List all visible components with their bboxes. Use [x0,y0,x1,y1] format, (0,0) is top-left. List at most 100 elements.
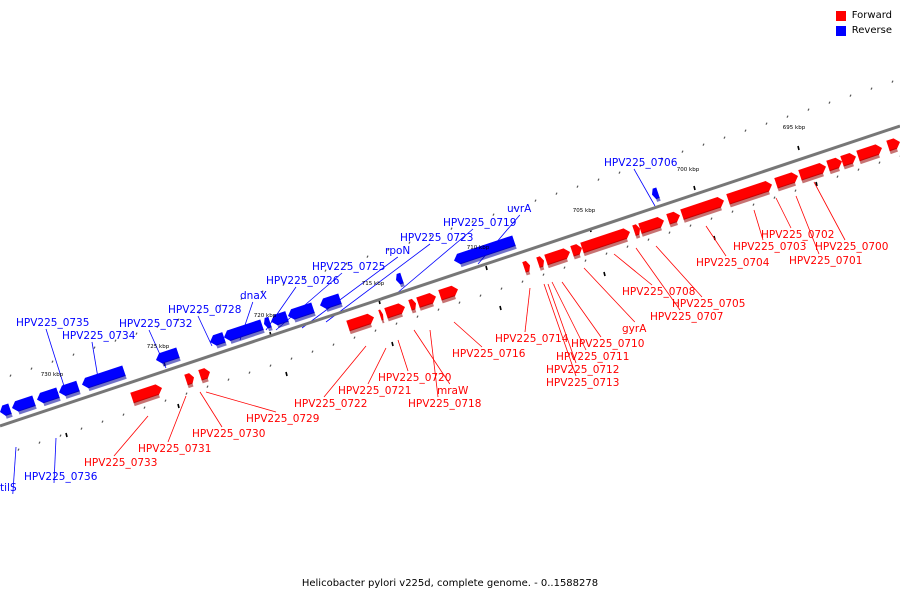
minor-tick [626,245,629,248]
minor-tick [143,406,146,409]
forward-leader-line [323,345,367,398]
forward-gene [378,309,385,324]
reverse-label-hpv225-0706: HPV225_0706 [604,157,678,169]
minor-tick [429,234,432,237]
minor-tick [93,346,96,349]
reverse-leader-line [91,341,99,379]
minor-tick [597,178,600,181]
reverse-gene [224,319,265,344]
minor-tick [828,101,831,104]
forward-leader-line [551,281,587,351]
genome-caption: Helicobacter pylori v225d, complete geno… [301,578,599,589]
forward-leader-line [705,225,727,257]
minor-tick [17,448,20,451]
forward-leader-line [613,253,653,286]
major-tick [815,181,818,187]
minor-tick [198,311,201,314]
reverse-label-hpv225-0734: HPV225_0734 [62,330,136,342]
forward-gene [666,211,681,228]
forward-leader-line [367,347,387,385]
minor-tick [80,427,83,430]
forward-leader-line [775,197,792,229]
minor-tick [72,353,75,356]
minor-tick [660,157,663,160]
minor-tick [101,420,104,423]
minor-tick [177,318,180,321]
minor-tick [710,217,713,220]
reverse-leader-line [45,328,65,387]
reverse-label-hpv225-0732: HPV225_0732 [119,318,192,330]
reverse-gene [210,332,227,349]
forward-label-hpv225-0704: HPV225_0704 [696,257,770,269]
forward-label-hpv225-0700: HPV225_0700 [815,241,888,253]
reverse-gene [287,302,316,323]
forward-gene [416,293,436,311]
reverse-gene [155,347,181,367]
minor-tick [30,367,33,370]
forward-gene [198,368,211,384]
minor-tick [534,199,537,202]
minor-tick [374,329,377,332]
reverse-label-tils: tilS [0,482,17,494]
minor-tick [744,129,747,132]
forward-gene [774,172,799,192]
reverse-gene [11,395,37,415]
forward-label-hpv225-0733: HPV225_0733 [84,457,157,469]
minor-tick [681,150,684,153]
minor-tick [500,287,503,290]
forward-leader-line [413,329,451,385]
reverse-label-hpv225-0719: HPV225_0719 [443,217,516,229]
forward-gene [856,144,883,165]
forward-label-hpv225-0729: HPV225_0729 [246,413,319,425]
forward-label-hpv225-0730: HPV225_0730 [192,428,265,440]
reverse-label-rpon: rpoN [385,245,410,257]
forward-label-hpv225-0721: HPV225_0721 [338,385,411,397]
minor-tick [240,297,243,300]
axis-tick-label-695-kbp: 695 kbp [783,125,806,131]
forward-leader-line [795,195,820,255]
minor-tick [521,280,524,283]
forward-gene [130,384,162,407]
minor-tick [471,220,474,223]
major-tick [65,432,68,438]
reverse-label-hpv225-0723: HPV225_0723 [400,232,473,244]
minor-tick [492,213,495,216]
minor-tick [185,392,188,395]
minor-tick [395,322,398,325]
forward-leader-line [583,267,636,323]
reverse-gene [651,187,661,202]
minor-tick [311,350,314,353]
forward-label-hpv225-0713: HPV225_0713 [546,377,619,389]
forward-label-hpv225-0705: HPV225_0705 [672,298,745,310]
major-tick [177,403,180,409]
forward-gene [840,153,856,170]
minor-tick [689,224,692,227]
reverse-gene [0,403,13,419]
axis-tick-label-715-kbp: 715 kbp [362,281,385,287]
minor-tick [387,248,390,251]
major-tick [499,305,502,311]
forward-label-hpv225-0708: HPV225_0708 [622,286,695,298]
minor-tick [219,304,222,307]
forward-label-hpv225-0707: HPV225_0707 [650,311,723,323]
major-tick [797,145,800,151]
minor-tick [605,252,608,255]
minor-tick [836,175,839,178]
forward-gene [438,285,458,304]
reverse-leader-line [265,286,297,331]
minor-tick [765,122,768,125]
reverse-label-hpv225-0735: HPV225_0735 [16,317,89,329]
minor-tick [752,203,755,206]
minor-tick [857,168,860,171]
forward-gene [886,138,900,155]
minor-tick [563,266,566,269]
minor-tick [479,294,482,297]
reverse-label-hpv225-0728: HPV225_0728 [168,304,241,316]
reverse-gene [271,311,290,329]
forward-leader-line [397,339,409,372]
minor-tick [849,94,852,97]
minor-tick [408,241,411,244]
reverse-leader-line [633,168,656,207]
forward-leader-line [655,245,703,298]
